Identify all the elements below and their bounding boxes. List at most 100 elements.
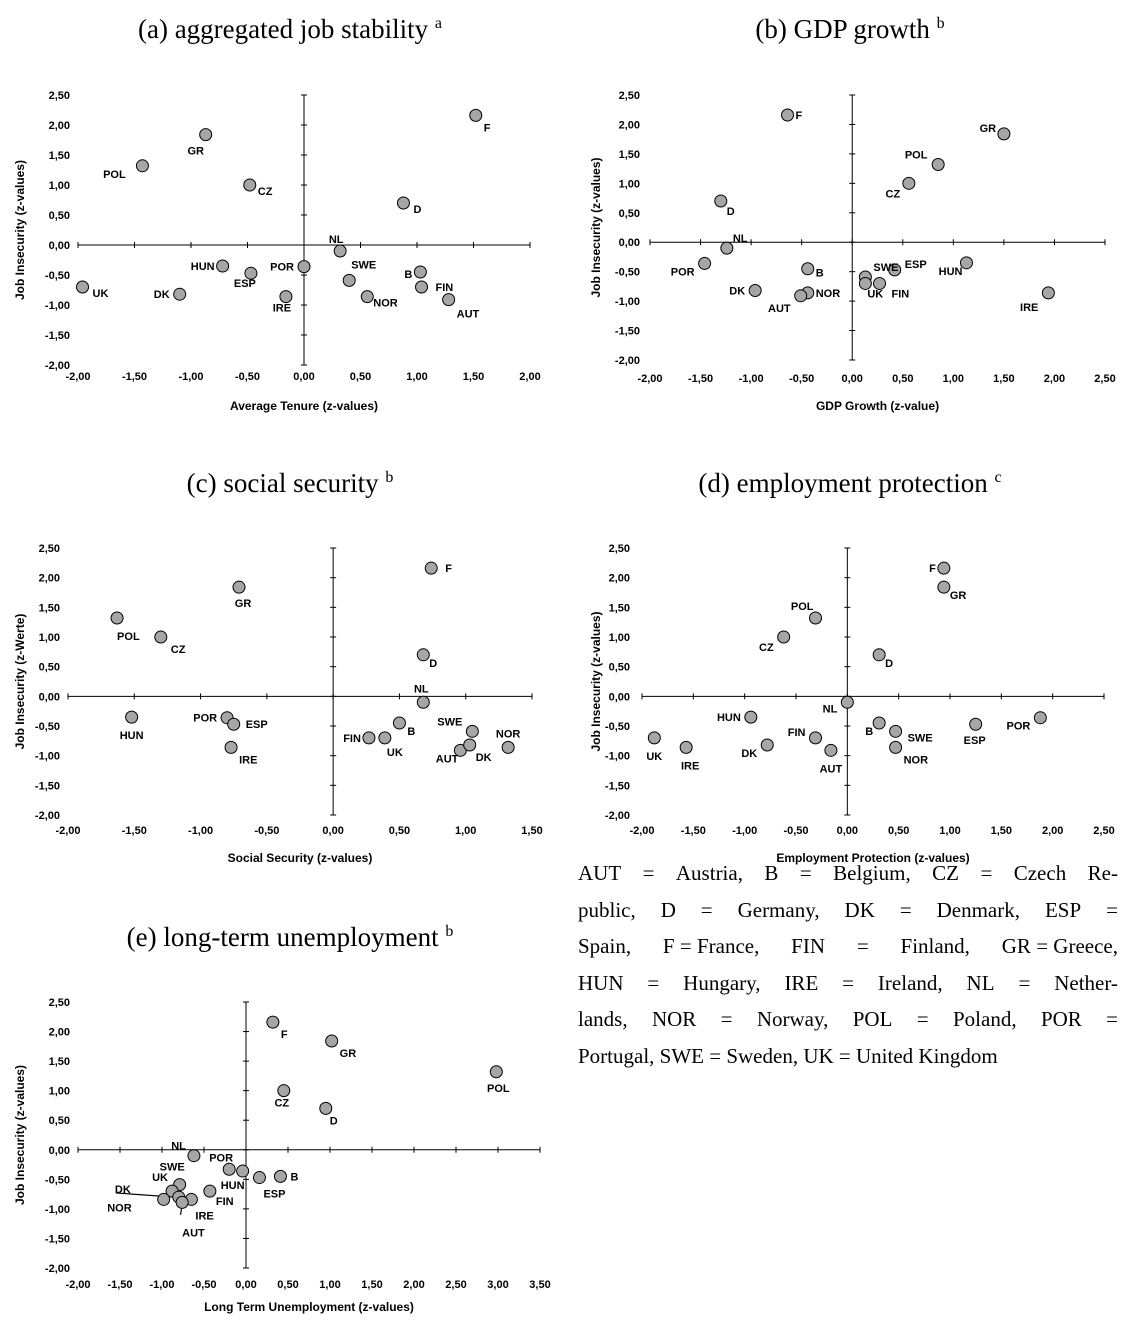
y-tick-label: 0,00 (619, 237, 640, 249)
point-label-d: D (429, 658, 437, 670)
point-label-swe: SWE (908, 732, 933, 744)
y-tick-label: 0,50 (39, 662, 60, 674)
data-point-d (319, 1101, 333, 1115)
data-point-uk (76, 280, 90, 294)
legend-word: POR (1040, 1007, 1082, 1031)
x-tick-label: -1,00 (739, 373, 764, 385)
point-label-fin: FIN (216, 1196, 234, 1208)
data-point-cz (777, 630, 791, 644)
legend-line: public, D = Germany, DK = Denmark, ESP = (578, 892, 1118, 929)
legend-word: = (700, 897, 713, 922)
legend-word: Spain, (578, 934, 632, 958)
point-label-b: B (404, 269, 412, 281)
y-tick-label: 1,50 (49, 1056, 70, 1068)
data-point-por (297, 260, 311, 274)
legend-word: Poland, (952, 1007, 1017, 1031)
point-label-nl: NL (414, 683, 429, 695)
legend-line: lands, NOR = Norway, POL = Poland, POR = (578, 1001, 1118, 1038)
y-axis-label: Job Insecurity (z-values) (13, 1065, 27, 1205)
data-point-aut (442, 293, 456, 307)
data-point-nor (360, 290, 374, 304)
data-point-ire (1041, 286, 1055, 300)
legend-word: = (899, 897, 912, 922)
x-tick-label: 0,50 (888, 825, 909, 837)
legend-word: Czech (1013, 861, 1067, 885)
point-label-pol: POL (103, 169, 126, 181)
point-label-hun: HUN (717, 712, 741, 724)
data-point-esp (244, 266, 258, 280)
x-tick-label: -0,50 (783, 825, 808, 837)
point-label-por: POR (209, 1152, 233, 1164)
point-label-aut: AUT (768, 303, 791, 315)
x-tick-label: -2,00 (629, 825, 654, 837)
x-tick-label: -1,50 (107, 1279, 132, 1291)
point-label-pol: POL (905, 149, 928, 161)
x-tick-label: -2,00 (65, 1279, 90, 1291)
point-label-esp: ESP (246, 719, 268, 731)
data-point-dk (760, 738, 774, 752)
point-label-ire: IRE (681, 760, 699, 772)
data-point-esp (227, 717, 241, 731)
x-tick-label: 0,50 (350, 371, 371, 383)
x-tick-label: 0,00 (235, 1279, 256, 1291)
data-point-gr (997, 127, 1011, 141)
legend-word: DK (844, 897, 875, 922)
y-tick-label: -1,00 (605, 751, 630, 763)
x-axis-label: Social Security (z-values) (228, 851, 373, 865)
data-point-nor (157, 1192, 171, 1206)
y-tick-label: 2,00 (619, 119, 640, 131)
data-point-fin (809, 731, 823, 745)
point-label-b: B (290, 1171, 298, 1183)
legend-word: HUN (578, 970, 624, 995)
data-point-esp (969, 717, 983, 731)
y-tick-label: 1,00 (49, 180, 70, 192)
data-point-cz (243, 178, 257, 192)
point-label-nor: NOR (373, 298, 398, 310)
point-label-hun: HUN (191, 261, 215, 273)
point-label-gr: GR (980, 123, 997, 135)
legend-line: Spain, F = France, FIN = Finland, GR = Greece… (578, 928, 1118, 965)
data-point-f (266, 1015, 280, 1029)
data-point-dk (748, 284, 762, 298)
point-label-ire: IRE (1020, 302, 1038, 314)
data-point-swe (889, 724, 903, 738)
panel-b-title: (b) GDP growth b (755, 14, 945, 44)
x-tick-label: -0,50 (191, 1279, 216, 1291)
y-tick-label: 2,00 (49, 1027, 70, 1039)
x-tick-label: 3,50 (529, 1279, 550, 1291)
y-tick-label: 2,00 (609, 573, 630, 585)
point-label-dk: DK (115, 1184, 131, 1196)
data-point-nor (501, 740, 515, 754)
data-point-cz (902, 176, 916, 190)
legend-word: = (980, 861, 993, 885)
data-point-nl (187, 1149, 201, 1163)
y-axis-label: Job Insecurity (z-Werte) (13, 614, 27, 750)
data-point-fin (415, 280, 429, 294)
y-tick-label: -2,00 (605, 810, 630, 822)
x-tick-label: -1,00 (178, 371, 203, 383)
data-point-f (469, 108, 483, 122)
x-tick-label: 2,00 (1044, 373, 1065, 385)
y-tick-label: 2,50 (609, 543, 630, 555)
x-tick-label: -0,50 (235, 371, 260, 383)
point-label-swe: SWE (873, 262, 898, 274)
legend-word: Re- (1087, 861, 1118, 885)
point-label-d: D (727, 206, 735, 218)
point-label-fin: FIN (343, 733, 361, 745)
data-point-nl (333, 244, 347, 258)
y-tick-label: -0,50 (45, 1174, 70, 1186)
point-label-b: B (816, 268, 824, 280)
point-label-uk: UK (152, 1172, 168, 1184)
data-point-b (801, 262, 815, 276)
y-tick-label: -1,00 (45, 1204, 70, 1216)
point-label-cz: CZ (886, 188, 901, 200)
point-label-fin: FIN (436, 282, 454, 294)
x-tick-label: -1,50 (122, 825, 147, 837)
legend-word: = (856, 934, 869, 958)
y-tick-label: -1,50 (615, 326, 640, 338)
point-label-cz: CZ (258, 186, 273, 198)
point-label-d: D (330, 1115, 338, 1127)
y-axis-label: Job Insecurity (z-values) (589, 157, 603, 297)
